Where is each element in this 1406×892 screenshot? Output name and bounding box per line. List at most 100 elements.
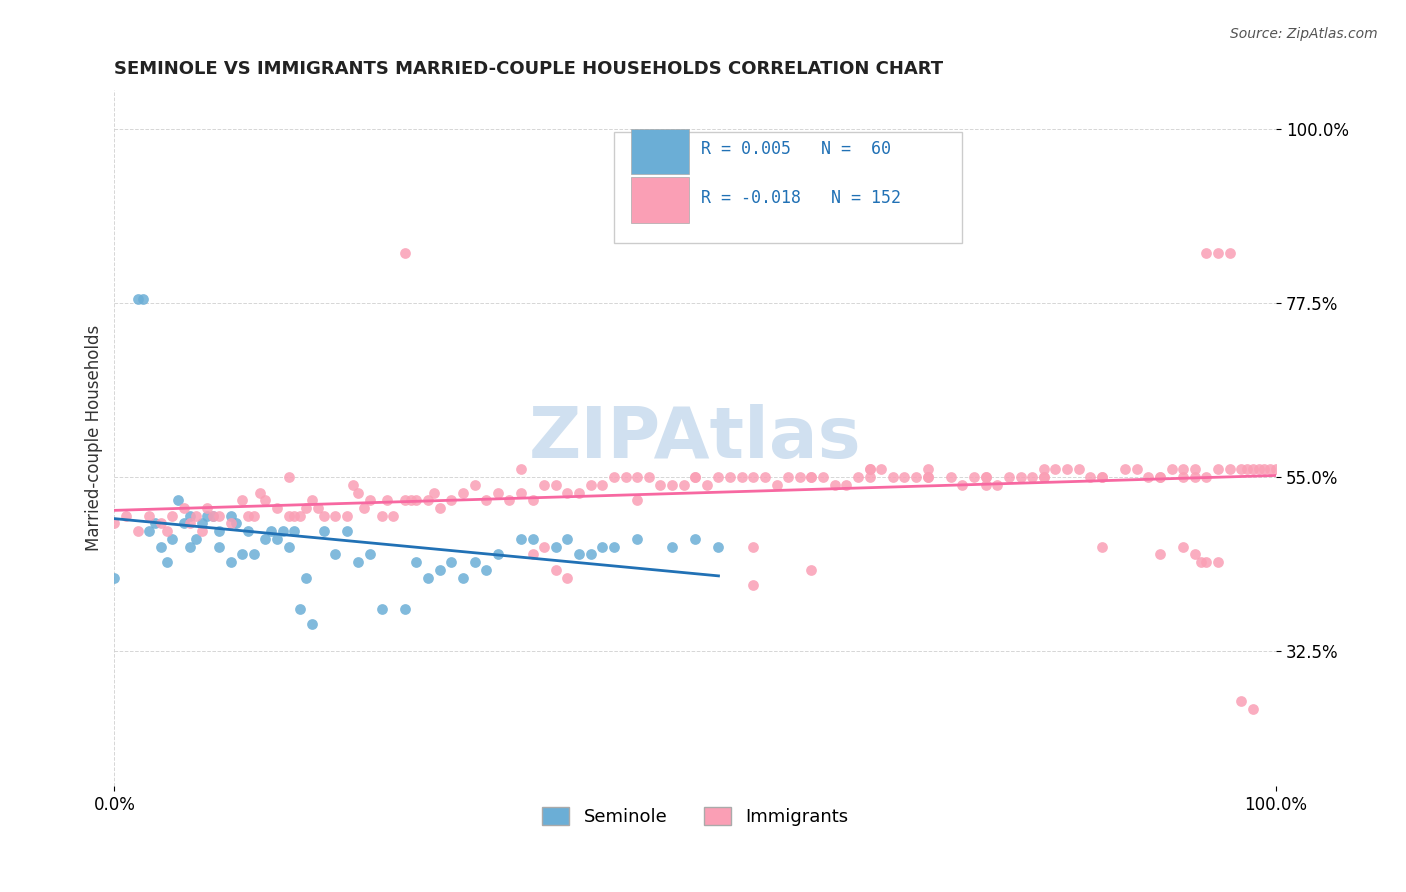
Point xyxy=(603,540,626,554)
Text: Source: ZipAtlas.com: Source: ZipAtlas.com xyxy=(1230,27,1378,41)
Point xyxy=(579,548,602,562)
Point xyxy=(370,601,392,615)
Point xyxy=(156,524,179,539)
Point xyxy=(1149,470,1171,484)
Point xyxy=(811,470,834,484)
Point xyxy=(672,477,695,491)
Point xyxy=(353,501,375,516)
Point xyxy=(568,485,591,500)
Point xyxy=(742,470,765,484)
Point xyxy=(127,292,149,306)
Point xyxy=(917,470,939,484)
Point xyxy=(195,501,218,516)
Point xyxy=(952,477,974,491)
Point xyxy=(742,540,765,554)
Point xyxy=(870,462,893,476)
Point xyxy=(429,501,451,516)
Point xyxy=(1230,462,1253,476)
Point xyxy=(1195,555,1218,569)
Point xyxy=(1206,245,1229,260)
Point xyxy=(127,524,149,539)
Point xyxy=(498,493,520,508)
Point xyxy=(359,548,381,562)
Point xyxy=(1258,462,1281,476)
Point xyxy=(637,470,659,484)
Point xyxy=(1184,462,1206,476)
Point xyxy=(800,563,823,577)
Point xyxy=(195,508,218,523)
Point xyxy=(1149,548,1171,562)
Point xyxy=(1032,470,1054,484)
Point xyxy=(1149,470,1171,484)
Point xyxy=(219,555,242,569)
Point xyxy=(394,245,416,260)
Point xyxy=(718,470,741,484)
FancyBboxPatch shape xyxy=(614,132,963,244)
Point xyxy=(683,470,706,484)
Point xyxy=(162,532,184,546)
Point xyxy=(591,477,613,491)
Point xyxy=(800,470,823,484)
Point xyxy=(208,524,231,539)
Point xyxy=(522,548,544,562)
Point xyxy=(998,470,1021,484)
Point xyxy=(236,508,259,523)
Point xyxy=(190,516,212,531)
Point xyxy=(1219,245,1241,260)
Point xyxy=(1253,462,1275,476)
Point xyxy=(254,532,277,546)
Point xyxy=(1206,555,1229,569)
Point xyxy=(1032,462,1054,476)
Point xyxy=(742,578,765,592)
Point xyxy=(290,601,312,615)
Point xyxy=(789,470,811,484)
Point xyxy=(533,477,555,491)
Point xyxy=(394,493,416,508)
Point xyxy=(579,477,602,491)
Text: R = -0.018   N = 152: R = -0.018 N = 152 xyxy=(702,189,901,207)
Point xyxy=(149,516,172,531)
Point xyxy=(846,470,869,484)
Point xyxy=(405,555,427,569)
Point xyxy=(650,477,672,491)
Point xyxy=(149,540,172,554)
Point xyxy=(312,508,335,523)
Point xyxy=(231,493,253,508)
Point xyxy=(266,532,288,546)
Point xyxy=(277,540,299,554)
Point xyxy=(190,524,212,539)
Point xyxy=(1173,470,1195,484)
Point xyxy=(835,477,858,491)
Point xyxy=(260,524,283,539)
Point xyxy=(683,532,706,546)
Point xyxy=(1010,470,1032,484)
Point xyxy=(1021,470,1043,484)
Point xyxy=(974,470,997,484)
Point xyxy=(1184,470,1206,484)
Point xyxy=(440,555,463,569)
Point xyxy=(800,470,823,484)
Y-axis label: Married-couple Households: Married-couple Households xyxy=(86,326,103,551)
Point xyxy=(1219,462,1241,476)
Point xyxy=(290,508,312,523)
Point xyxy=(336,524,359,539)
Point xyxy=(359,493,381,508)
Point xyxy=(1247,462,1270,476)
Point xyxy=(423,485,446,500)
Point xyxy=(295,571,318,585)
Point xyxy=(179,516,201,531)
Point xyxy=(614,470,637,484)
Point xyxy=(1091,540,1114,554)
Point xyxy=(202,508,225,523)
Point xyxy=(162,508,184,523)
Point xyxy=(143,516,166,531)
Point xyxy=(939,470,962,484)
Point xyxy=(1078,470,1101,484)
Point xyxy=(557,485,579,500)
Point xyxy=(429,563,451,577)
Point xyxy=(475,563,498,577)
Point xyxy=(301,493,323,508)
Point xyxy=(1056,462,1078,476)
Point xyxy=(1137,470,1160,484)
Point xyxy=(626,532,648,546)
